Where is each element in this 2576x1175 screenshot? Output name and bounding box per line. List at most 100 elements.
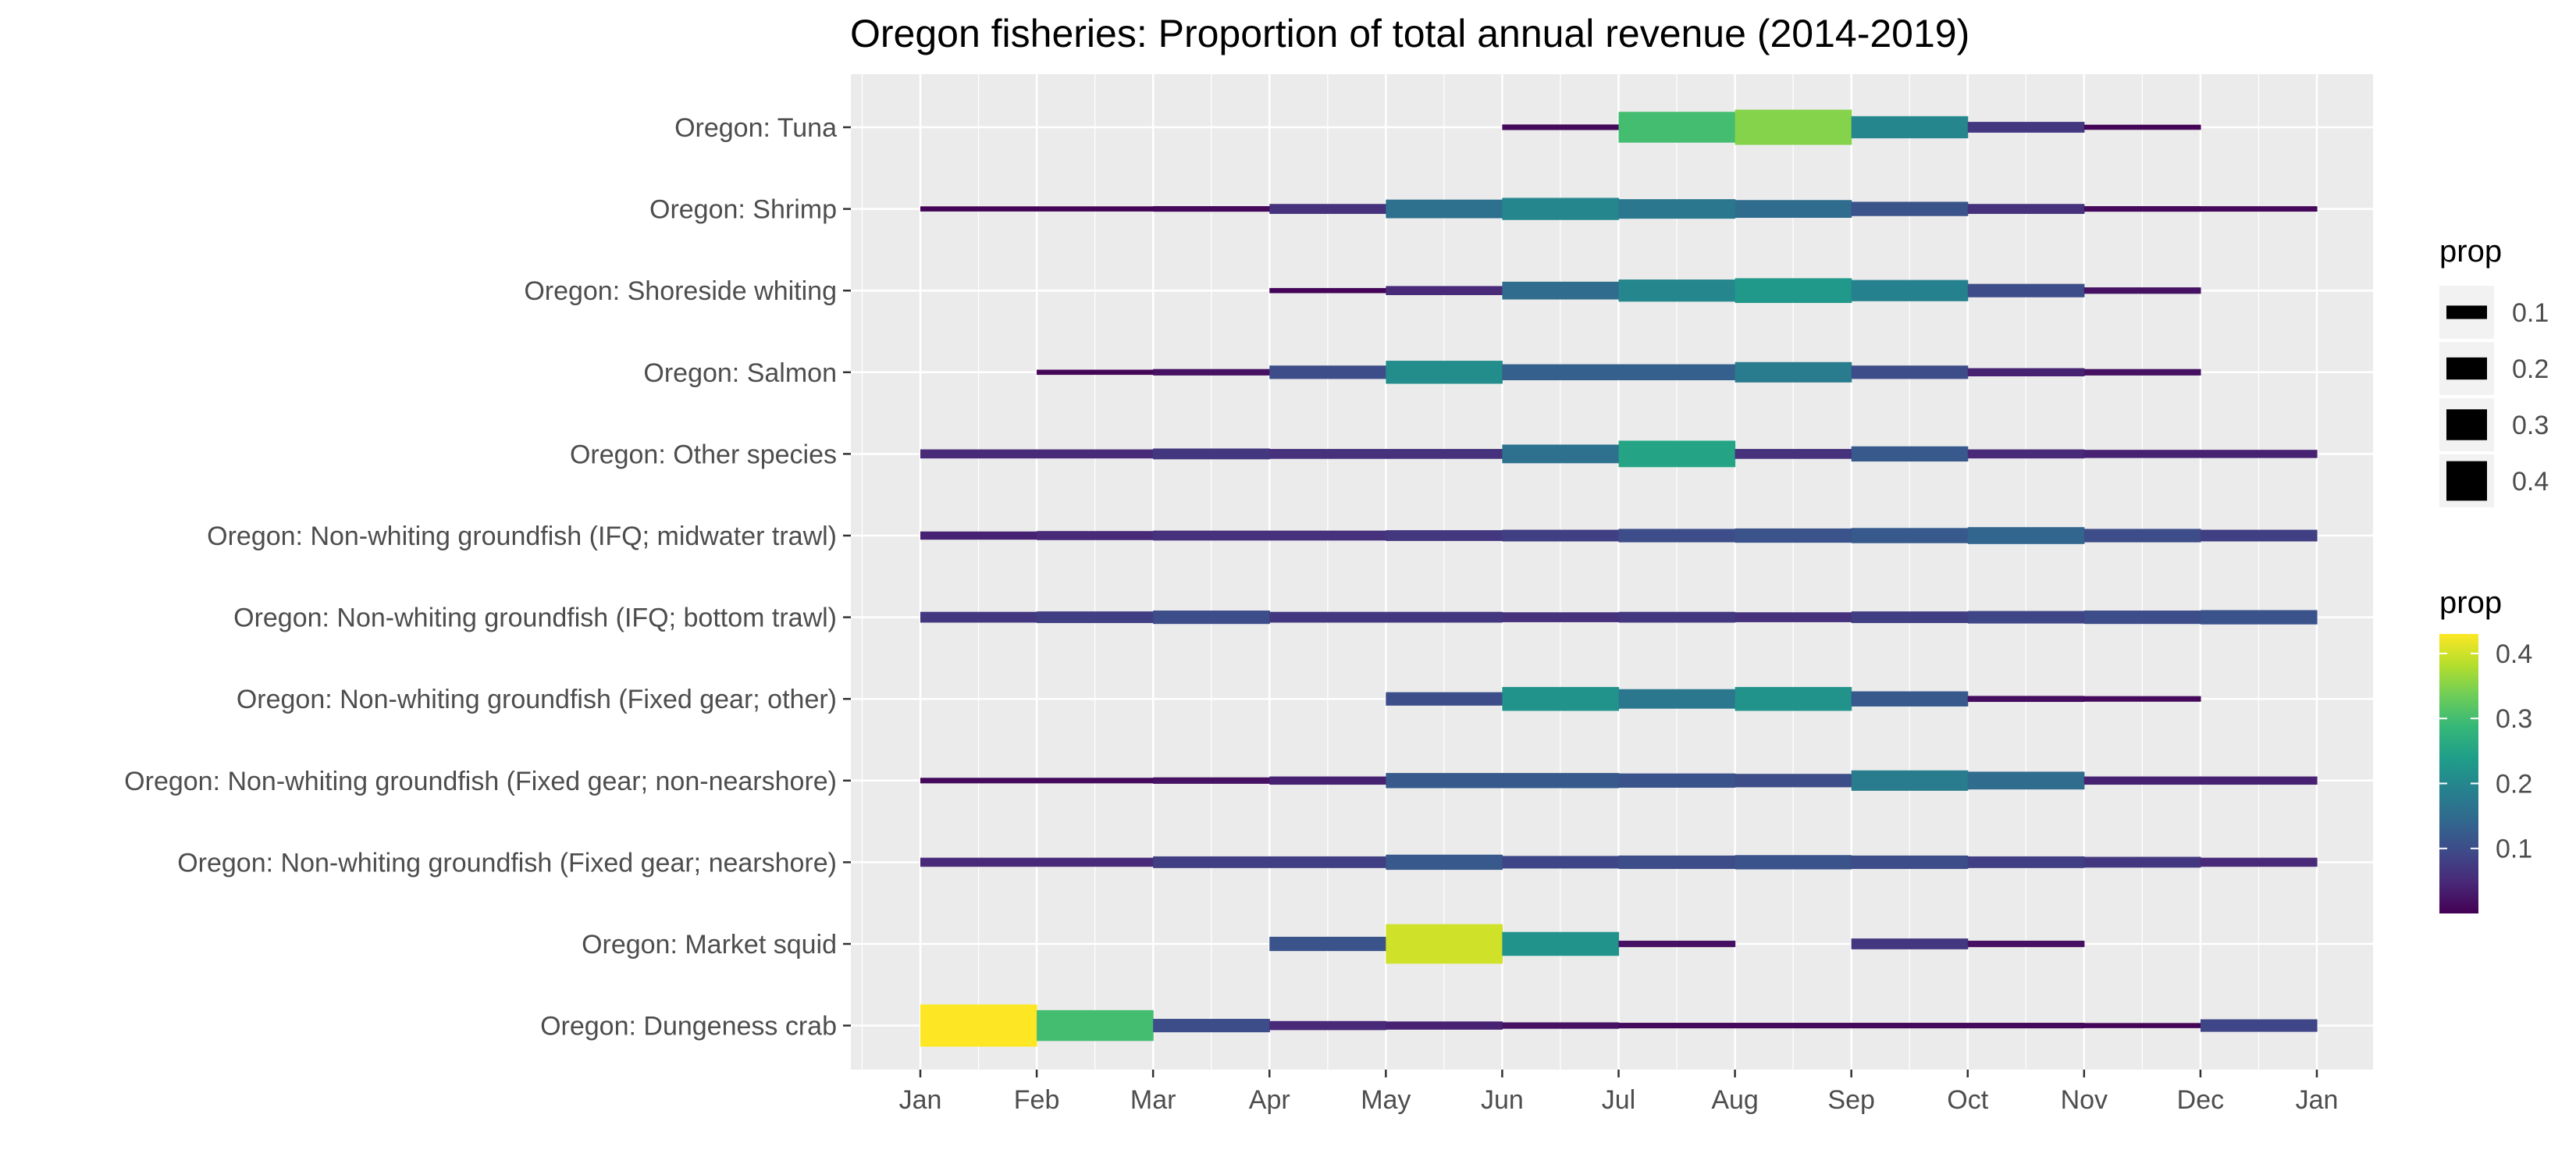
bar-segment xyxy=(1618,1023,1736,1029)
bar-segment xyxy=(1037,369,1154,376)
y-tick-label: Oregon: Dungeness crab xyxy=(540,1012,837,1041)
bar-segment xyxy=(1735,200,1852,218)
y-tick-label: Oregon: Shrimp xyxy=(649,195,837,225)
bar-segment xyxy=(1618,855,1736,869)
bar-segment xyxy=(1502,856,1620,869)
bar-segment xyxy=(1618,529,1736,543)
chart-title: Oregon fisheries: Proportion of total an… xyxy=(850,12,1969,55)
axes: Oregon: Tuna Oregon: Shrimp Oregon: Shores… xyxy=(124,113,2338,1115)
bar-segment xyxy=(1967,856,2085,868)
bar-segment xyxy=(1153,1019,1270,1033)
y-tick-label: Oregon: Non-whiting groundfish (IFQ; bot… xyxy=(233,604,837,633)
bar-segment xyxy=(1967,611,2085,624)
bar-segment xyxy=(1735,361,1852,383)
bar-segment xyxy=(1502,686,1620,711)
bar-segment xyxy=(1735,449,1852,459)
bar-segment xyxy=(1269,1020,1386,1031)
x-tick-label: Aug xyxy=(1711,1085,1759,1115)
color-legend-label: 0.4 xyxy=(2496,639,2532,669)
bar-segment xyxy=(1269,530,1386,541)
bar-segment xyxy=(1386,361,1503,384)
bar-segment xyxy=(1851,938,1969,949)
bar-segment xyxy=(2083,529,2201,543)
bar-segment xyxy=(1153,856,1270,868)
size-legend-key xyxy=(2446,409,2487,440)
color-legend-label: 0.3 xyxy=(2496,704,2532,734)
bar-segment xyxy=(1502,612,1620,622)
bar-segment xyxy=(1269,287,1386,294)
bar-segment xyxy=(1386,1021,1503,1030)
bar-segment xyxy=(1851,528,1969,543)
bar-segment xyxy=(1735,855,1852,870)
color-legend-title: prop xyxy=(2439,586,2502,620)
bar-segment xyxy=(2200,857,2318,867)
color-legend-bar xyxy=(2439,634,2478,913)
bar-segment xyxy=(1037,611,1154,624)
bar-segment xyxy=(1037,531,1154,540)
x-tick-label: May xyxy=(1361,1085,1411,1115)
bar-segment xyxy=(1851,611,1969,624)
bar-segment xyxy=(2200,529,2318,542)
bar-segment xyxy=(2083,124,2201,130)
y-tick-label: Oregon: Market squid xyxy=(582,930,837,960)
bar-segment xyxy=(1735,774,1852,788)
bar-segment xyxy=(1851,691,1969,707)
bar-segment xyxy=(2083,287,2201,294)
bar-segment xyxy=(1502,281,1620,300)
bar-segment xyxy=(1502,773,1620,789)
y-tick-label: Oregon: Non-whiting groundfish (IFQ; mid… xyxy=(207,522,837,551)
bar-segment xyxy=(1967,940,2085,948)
size-legend-label: 0.2 xyxy=(2512,354,2549,384)
bar-segment xyxy=(1037,206,1154,212)
bar-segment xyxy=(1037,449,1154,459)
bar-segment xyxy=(1735,686,1852,711)
bar-segment xyxy=(1386,286,1503,295)
bar-segment xyxy=(1967,771,2085,790)
bar-segment xyxy=(1269,449,1386,459)
bar-segment xyxy=(1153,777,1270,784)
y-tick-label: Oregon: Other species xyxy=(570,440,837,469)
bar-segment xyxy=(920,778,1037,784)
color-legend-label: 0.2 xyxy=(2496,769,2532,799)
bar-segment xyxy=(1618,689,1736,709)
bar-segment xyxy=(1851,116,1969,139)
bar-segment xyxy=(1153,369,1270,376)
bar-segment xyxy=(1618,280,1736,302)
bar-segment xyxy=(1735,109,1852,145)
bar-segment xyxy=(1153,530,1270,541)
bar-segment xyxy=(1967,204,2085,214)
x-tick-label: Mar xyxy=(1130,1085,1176,1115)
bar-segment xyxy=(1735,612,1852,622)
bar-segment xyxy=(920,857,1037,867)
bar-segment xyxy=(2083,1023,2201,1028)
bar-segment xyxy=(1851,201,1969,216)
bar-segment xyxy=(1618,112,1736,143)
bar-segment xyxy=(1037,857,1154,867)
bar-segment xyxy=(920,531,1037,540)
bar-segment xyxy=(1037,1009,1154,1041)
bar-segment xyxy=(1502,1022,1620,1029)
bar-segment xyxy=(1502,444,1620,464)
x-tick-label: Jun xyxy=(1481,1085,1524,1115)
x-tick-label: Sep xyxy=(1827,1085,1875,1115)
legends: prop 0.1 0.2 0.3 0.4 prop 0.4 0.3 0.2 0.1 xyxy=(2439,234,2549,913)
bar-segment xyxy=(2200,610,2318,625)
bar-segment xyxy=(2083,206,2201,212)
y-tick-label: Oregon: Shoreside whiting xyxy=(524,276,837,306)
bar-segment xyxy=(1851,365,1969,379)
bar-segment xyxy=(920,449,1037,459)
bar-segment xyxy=(1851,280,1969,301)
bar-segment xyxy=(1153,611,1270,625)
x-tick-label: Oct xyxy=(1947,1085,1988,1115)
bar-segment xyxy=(1735,528,1852,543)
bar-segment xyxy=(1967,696,2085,703)
bar-segment xyxy=(2083,776,2201,785)
bar-segment xyxy=(920,611,1037,623)
bar-segment xyxy=(1618,940,1736,948)
plot-panel xyxy=(851,74,2373,1070)
bar-segment xyxy=(2200,450,2318,458)
data-bars xyxy=(920,109,2318,1047)
bar-segment xyxy=(2200,206,2318,212)
